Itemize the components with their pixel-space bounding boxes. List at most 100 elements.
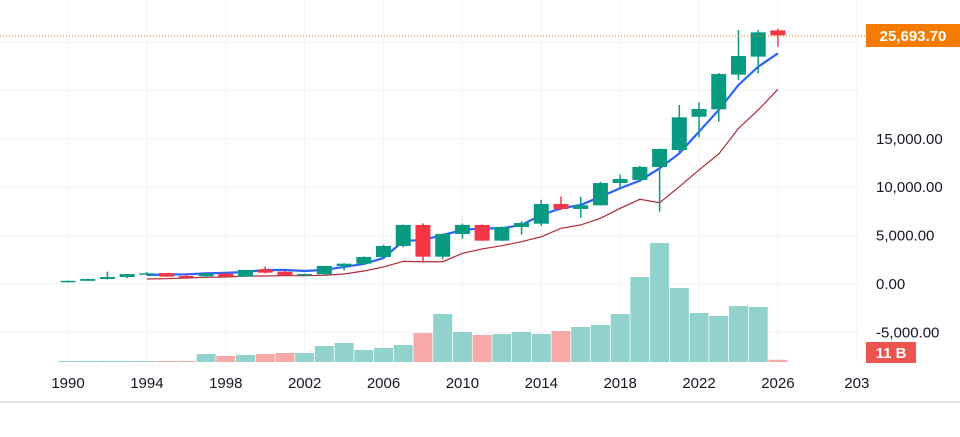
candle-body — [494, 226, 510, 241]
candle — [573, 196, 589, 218]
candle-body — [395, 224, 411, 246]
candle — [178, 274, 194, 278]
volume-bar — [433, 314, 453, 362]
volume-bar — [235, 355, 255, 362]
candle — [474, 224, 490, 241]
price-axis-bg[interactable] — [862, 0, 960, 402]
candle-body — [139, 273, 155, 275]
volume-bar — [531, 334, 551, 362]
candle — [336, 263, 352, 271]
volume-bar — [295, 353, 315, 362]
candle — [60, 280, 76, 283]
volume-bar — [768, 359, 788, 362]
candle-body — [711, 74, 727, 110]
candle — [632, 165, 648, 182]
volume-bar — [216, 356, 236, 362]
candle-body — [316, 265, 332, 275]
candle — [376, 244, 392, 258]
candle — [80, 278, 96, 281]
price-tick-label: 15,000.00 — [876, 131, 943, 148]
candle-body — [632, 166, 648, 180]
time-tick-label: 1998 — [209, 375, 242, 392]
candle-body — [533, 204, 549, 224]
candle-body — [159, 273, 175, 277]
time-tick-label: 2002 — [288, 375, 321, 392]
volume-bar — [157, 361, 177, 362]
candle-body — [178, 275, 194, 278]
last-volume-label: 11 B — [876, 345, 907, 362]
time-tick-label: 2010 — [446, 375, 479, 392]
candle-body — [514, 223, 530, 227]
volume-bar — [354, 350, 374, 362]
candle — [553, 196, 569, 210]
price-tick-label: -5,000.00 — [876, 324, 939, 341]
volume-bar — [176, 361, 196, 362]
volume-bar — [137, 361, 157, 362]
volume-bar — [512, 332, 532, 362]
volume-bar — [374, 348, 394, 362]
price-tick-label: 5,000.00 — [876, 228, 934, 245]
candle-body — [671, 117, 687, 151]
candle — [316, 265, 332, 275]
candle-body — [237, 269, 253, 277]
last-volume-badge — [866, 342, 916, 363]
volume-bar — [610, 314, 630, 362]
volume-bar — [650, 243, 670, 362]
candle-body — [553, 204, 569, 209]
candle-body — [415, 224, 431, 257]
candle — [671, 105, 687, 153]
volume-bar — [334, 343, 354, 362]
volume-bar — [97, 361, 117, 362]
candle — [652, 148, 668, 212]
volume-bar — [255, 354, 275, 362]
time-tick-label: 2026 — [761, 375, 794, 392]
volume-bar — [492, 334, 512, 362]
candles — [60, 28, 786, 283]
time-tick-label: 2014 — [525, 375, 558, 392]
candle — [435, 233, 451, 260]
candle-body — [277, 271, 293, 276]
time-tick-label: 2018 — [603, 375, 636, 392]
candle-body — [652, 148, 668, 167]
candle — [198, 272, 214, 278]
time-tick-label: 1990 — [51, 375, 84, 392]
volume-bar — [117, 361, 137, 362]
volume-bar — [689, 313, 709, 362]
time-tick-label: 2022 — [682, 375, 715, 392]
time-tick-label: 1994 — [130, 375, 163, 392]
volume-bar — [590, 325, 610, 362]
candle-body — [592, 183, 608, 206]
volume-bar — [413, 333, 433, 362]
volume-bar — [728, 306, 748, 362]
volume-bar — [551, 331, 571, 362]
candle — [218, 272, 234, 277]
last-price-badge — [866, 24, 960, 47]
candle — [514, 221, 530, 235]
candle-body — [730, 56, 746, 75]
candle — [730, 29, 746, 81]
volume-bar — [314, 346, 334, 362]
candle — [454, 223, 470, 239]
time-axis[interactable]: 1990 1994 1998 2002 2006 2010 2014 2018 2022 2026… — [51, 375, 869, 392]
candle-body — [119, 274, 135, 278]
volume-bar — [78, 361, 98, 362]
volume-bar — [571, 327, 591, 362]
candle — [415, 223, 431, 263]
time-tick-label: 2006 — [367, 375, 400, 392]
candle — [159, 272, 175, 277]
candle-body — [80, 278, 96, 281]
candle — [494, 226, 510, 241]
volume-bar — [748, 307, 768, 362]
candle — [592, 181, 608, 206]
volume-bar — [709, 316, 729, 362]
volume-bar — [275, 353, 295, 362]
candle-body — [336, 263, 352, 266]
price-tick-label: 0.00 — [876, 276, 905, 293]
candle-body — [297, 274, 313, 276]
candle — [237, 269, 253, 277]
time-tick-label: 203 — [844, 375, 869, 392]
price-tick-label: 10,000.00 — [876, 179, 943, 196]
volume-bar — [452, 332, 472, 362]
candle — [691, 102, 707, 138]
